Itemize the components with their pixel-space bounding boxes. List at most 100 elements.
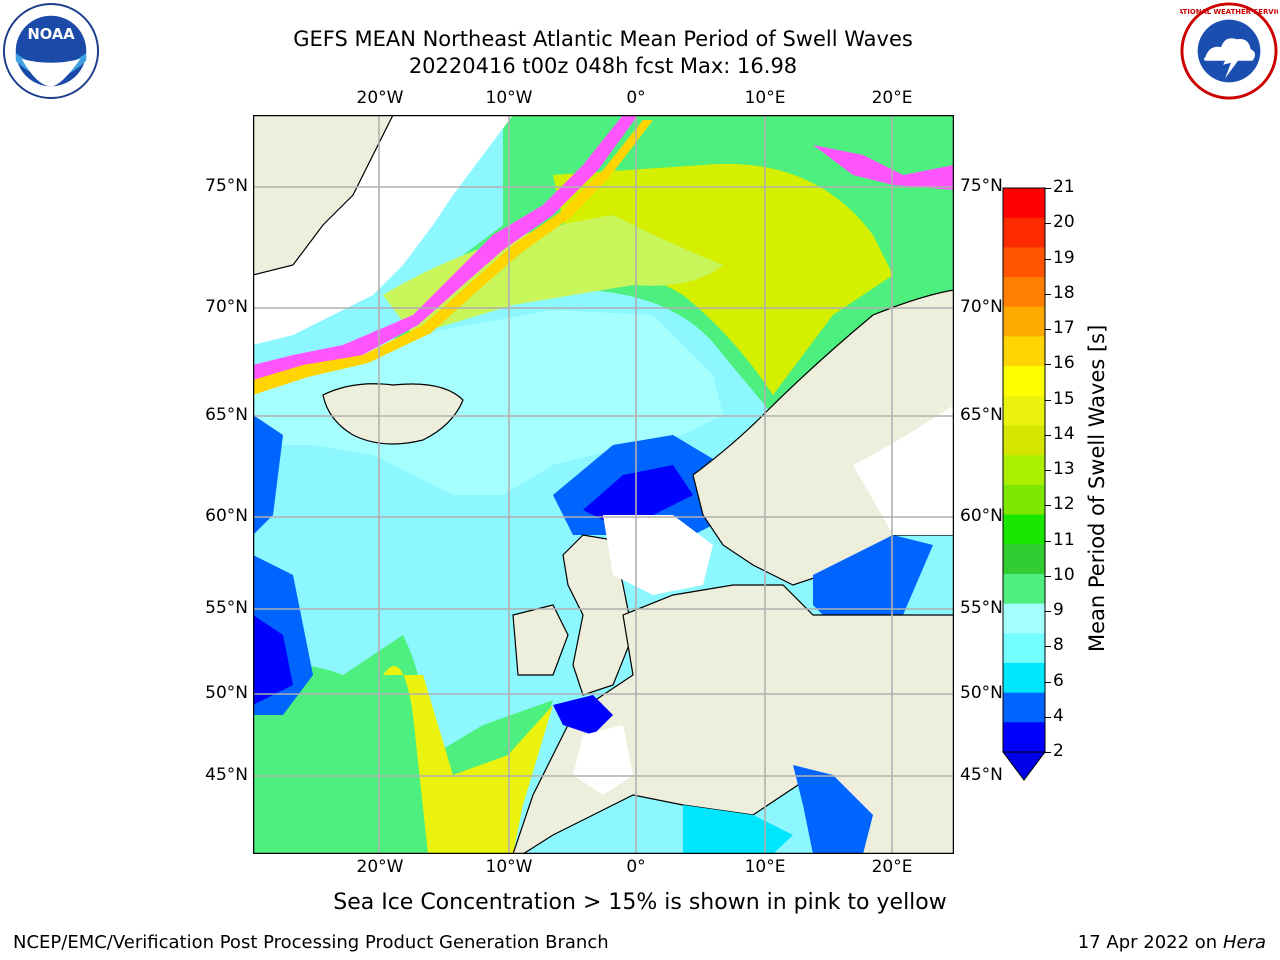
colorbar-tick-label: 12 [1053,494,1075,515]
yellow-swell-north [553,163,893,395]
baltic-sea [813,535,933,625]
lat-label-left-60n: 60°N [205,506,248,526]
adriatic-blue [793,765,873,854]
map-grid [253,115,954,854]
sea-ice-note: Sea Ice Concentration > 15% is shown in … [333,890,947,915]
colorbar-tick-mark [1045,540,1051,542]
lat-label-right-75n: 75°N [960,176,1003,196]
chart-title: GEFS MEAN Northeast Atlantic Mean Period… [293,27,913,51]
lat-label-left-65n: 65°N [205,405,248,425]
colorbar-tick-mark [1045,293,1051,295]
northsea-mask [603,515,713,595]
colorbar-segment [1003,306,1045,337]
lat-label-right-70n: 70°N [960,297,1003,317]
colorbar-segment [1003,603,1045,634]
lon-label-top-20w: 20°W [356,88,404,108]
colorbar-tick-label: 15 [1053,388,1075,409]
lat-label-right-60n: 60°N [960,506,1003,526]
sea-ice-band [253,115,638,385]
iceland-land [322,383,464,445]
lon-label-top-10e: 10°E [744,88,786,108]
darkblue-northsea [583,465,693,520]
colorbar-tick-mark [1045,258,1051,260]
colorbar-tick-mark [1045,575,1051,577]
colorbar-tick-mark [1045,716,1051,718]
footer-host: Hera [1222,932,1266,953]
lon-label-top-20e: 20°E [871,88,913,108]
colorbar-tick-mark [1045,505,1051,507]
colorbar-segment [1003,544,1045,575]
lat-label-right-65n: 65°N [960,405,1003,425]
colorbar-segment [1003,722,1045,753]
chart-subtitle: 20220416 t00z 048h fcst Max: 16.98 [408,54,798,78]
colorbar-tick-label: 8 [1053,635,1064,656]
colorbar-label: Mean Period of Swell Waves [s] [1085,324,1109,652]
lat-label-left-50n: 50°N [205,683,248,703]
lon-label-bottom-10w: 10°W [485,857,533,877]
nws-logo: NATIONAL WEATHER SERVICE [1180,2,1278,100]
colorbar-segment [1003,662,1045,694]
colorbar-tick-label: 16 [1053,353,1075,374]
colorbar-segment [1003,395,1045,426]
lon-label-bottom-10e: 10°E [744,857,786,877]
colorbar-tick-label: 13 [1053,459,1075,479]
colorbar-segment [1003,247,1045,278]
lime-swell-north [383,215,723,335]
colorbar-tick-label: 17 [1053,318,1075,338]
yellow-swell-sw [383,666,553,854]
colorbar-tick-mark [1045,611,1051,612]
colorbar-tick-mark [1045,223,1051,225]
colorbar-segment [1003,514,1045,545]
colorbar-tick-label: 2 [1053,741,1064,761]
lat-label-right-50n: 50°N [960,683,1003,703]
baltic-ice [853,405,954,535]
colorbar-segment [1003,336,1045,367]
colorbar-tick-mark [1045,646,1051,648]
lon-label-bottom-0: 0° [626,857,646,877]
footer-date: 17 Apr 2022 on Hera [1078,932,1266,953]
map-border [253,115,954,854]
ireland-land [512,604,569,676]
biscay-blue [553,695,613,735]
colorbar-tick-label: 18 [1053,282,1075,303]
lat-label-left-70n: 70°N [205,297,248,317]
map-plot [253,115,954,854]
colorbar-tick-mark [1045,470,1051,471]
colorbar-tick-label: 11 [1053,529,1075,550]
footer-date-text: 17 Apr 2022 on [1077,932,1223,953]
lon-label-bottom-20w: 20°W [356,857,404,877]
colorbar-segment [1003,217,1045,248]
colorbar-tick-mark [1045,434,1051,436]
lat-label-left-45n: 45°N [205,765,248,785]
colorbar-tick-mark [1045,364,1051,366]
colorbar-tick-label: 4 [1053,705,1064,726]
noaa-logo-text: NOAA [27,26,75,43]
lat-label-right-45n: 45°N [960,765,1003,785]
colorbar-tick-mark [1045,752,1051,753]
lon-label-bottom-20e: 20°E [871,857,913,877]
sea-ice-svalbard [813,145,954,190]
lat-label-right-55n: 55°N [960,598,1003,618]
biscay-mask [573,725,633,795]
colorbar-segment [1003,484,1045,516]
colorbar-tick-mark [1045,681,1051,683]
greenland-land [253,115,394,276]
colorbar-extend-arrow [1002,751,1046,781]
colorbar-tick-label: 14 [1053,423,1075,444]
colorbar-tick-mark [1045,188,1051,189]
colorbar-segment [1003,188,1045,219]
darkblue-west [253,615,293,705]
colorbar [1002,187,1046,781]
blue-west-1 [253,415,283,535]
lon-label-top-10w: 10°W [485,88,533,108]
colorbar-tick-label: 21 [1053,177,1075,197]
lat-label-left-55n: 55°N [205,598,248,618]
colorbar-segment [1003,692,1045,723]
nws-logo-text: NATIONAL WEATHER SERVICE [1180,8,1278,16]
lon-label-top-0: 0° [626,88,646,108]
colorbar-tick-label: 20 [1053,212,1075,233]
footer-branch: NCEP/EMC/Verification Post Processing Pr… [13,932,609,953]
noaa-logo: NOAA [2,2,100,100]
colorbar-tick-label: 9 [1053,600,1064,620]
colorbar-segment [1003,633,1045,664]
